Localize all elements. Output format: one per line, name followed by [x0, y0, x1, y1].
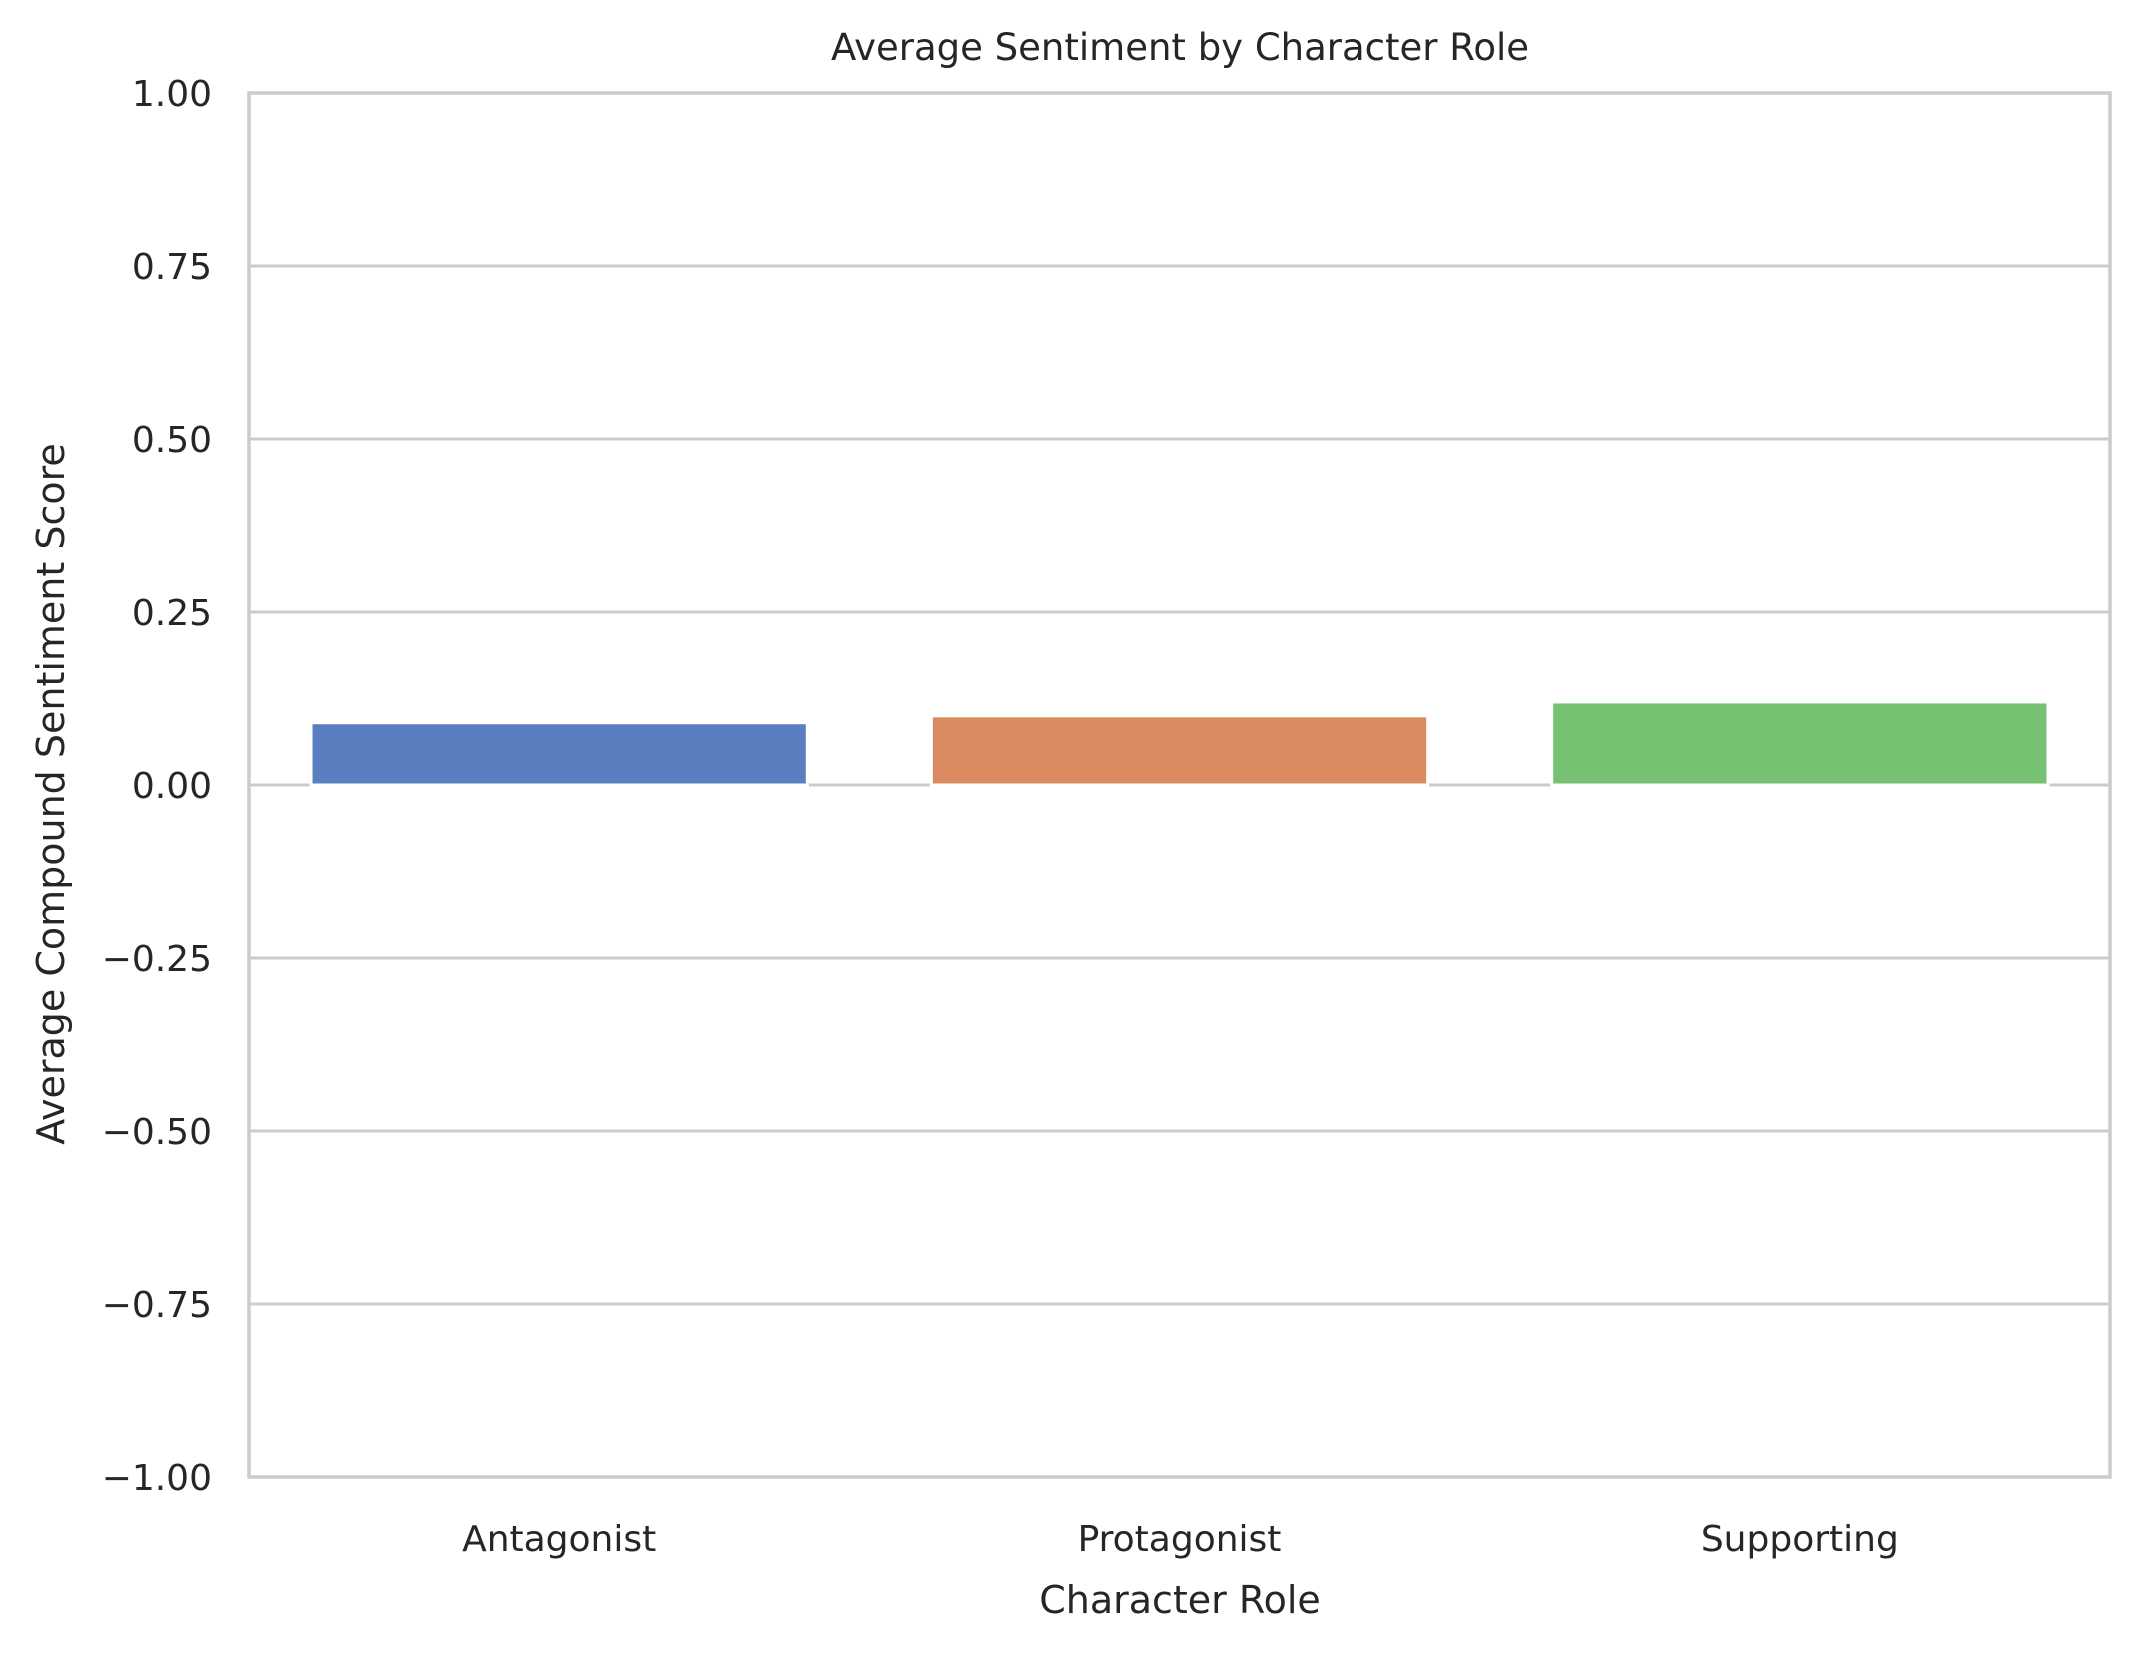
y-tick-label: 1.00 [132, 74, 212, 115]
y-tick-label: −0.25 [102, 939, 212, 980]
chart-title: Average Sentiment by Character Role [831, 26, 1529, 69]
y-tick-label: 0.25 [132, 593, 212, 634]
bar-protagonist [929, 714, 1430, 787]
y-tick-label: 0.50 [132, 420, 212, 461]
y-axis-label: Average Compound Sentiment Score [29, 443, 73, 1145]
x-tick-labels: Antagonist Protagonist Supporting [462, 1519, 1899, 1560]
bar-layer [309, 700, 2050, 787]
y-tick-label: −0.50 [102, 1112, 212, 1153]
x-tick-label: Protagonist [1078, 1519, 1282, 1560]
y-tick-label: 0.00 [132, 766, 212, 807]
y-tick-labels: −1.00 −0.75 −0.50 −0.25 0.00 0.25 0.50 0.75 1.00 [102, 74, 212, 1499]
bar-supporting [1550, 700, 2050, 787]
y-tick-label: −0.75 [102, 1285, 212, 1326]
plot-frame [247, 91, 2112, 1479]
x-axis-label: Character Role [1039, 1578, 1321, 1622]
y-tick-label: −1.00 [102, 1458, 212, 1499]
bar-antagonist [309, 721, 809, 787]
y-tick-label: 0.75 [132, 247, 212, 288]
x-tick-label: Antagonist [462, 1519, 656, 1560]
x-tick-label: Supporting [1701, 1519, 1899, 1560]
